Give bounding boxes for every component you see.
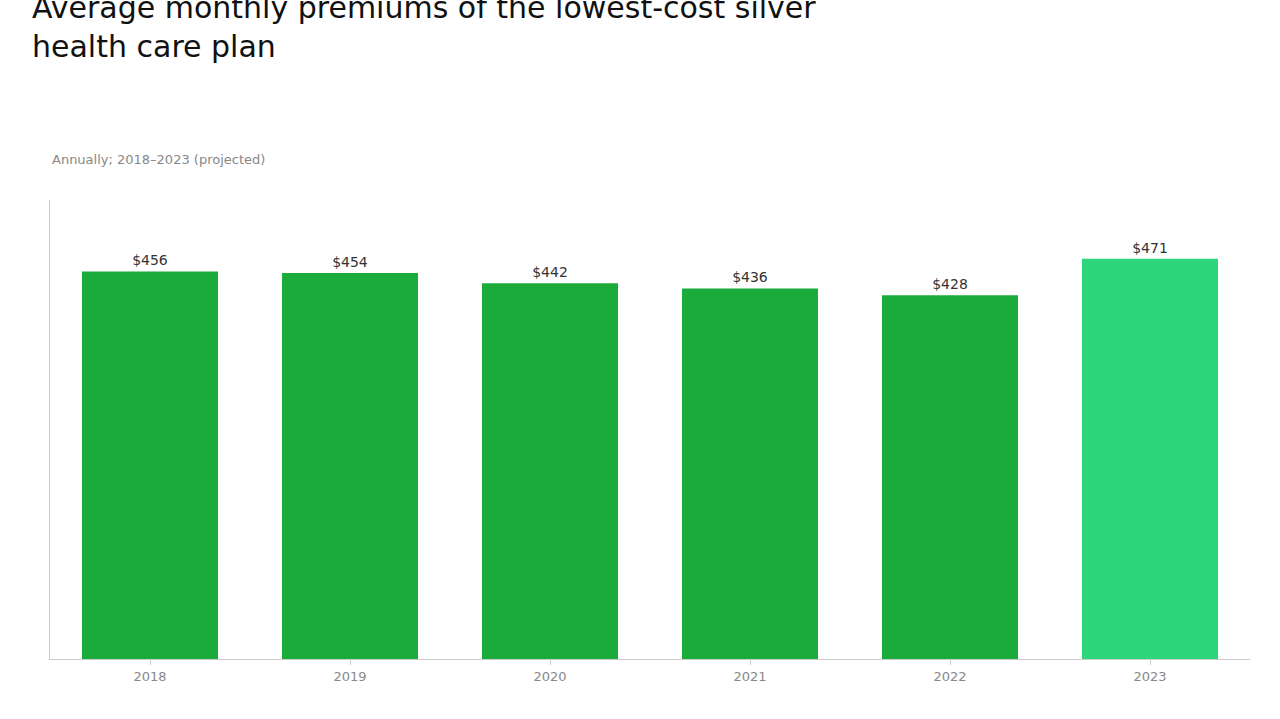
svg-text:$442: $442	[532, 264, 568, 280]
svg-text:$456: $456	[132, 252, 168, 268]
svg-text:2018: 2018	[133, 669, 166, 684]
svg-text:2023: 2023	[1133, 669, 1166, 684]
svg-text:$428: $428	[932, 276, 968, 292]
svg-text:Annually; 2018–2023 (projected: Annually; 2018–2023 (projected)	[52, 152, 265, 167]
svg-text:2020: 2020	[533, 669, 566, 684]
svg-text:$471: $471	[1132, 240, 1168, 256]
svg-text:Average monthly premiums of th: Average monthly premiums of the lowest-c…	[32, 0, 816, 64]
svg-text:2022: 2022	[933, 669, 966, 684]
svg-text:2021: 2021	[733, 669, 766, 684]
svg-text:2019: 2019	[333, 669, 366, 684]
svg-text:$436: $436	[732, 269, 768, 285]
svg-text:$454: $454	[332, 254, 368, 270]
